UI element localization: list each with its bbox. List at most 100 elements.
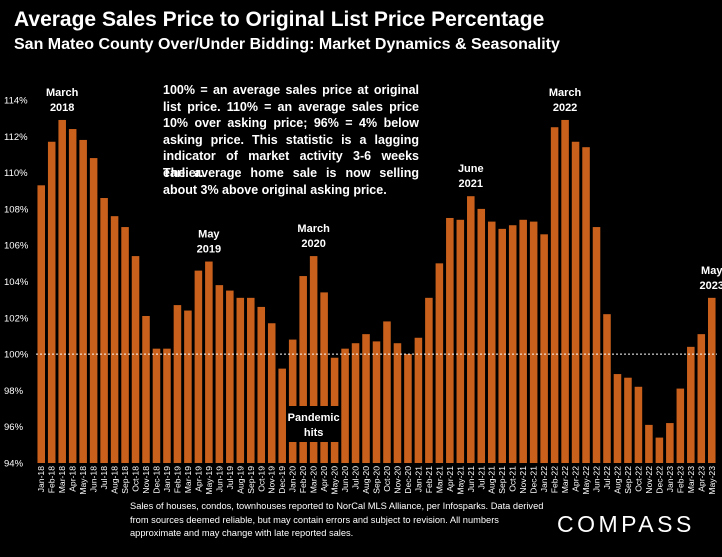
source-footnote: Sales of houses, condos, townhouses repo… — [130, 501, 544, 538]
bar — [362, 334, 370, 463]
bar — [655, 437, 664, 463]
peak-annotation: March 2020 — [297, 223, 330, 250]
x-tick-label: Jan-18 — [36, 466, 46, 492]
x-tick-label: Mar-22 — [560, 466, 570, 493]
chart-subtitle: San Mateo County Over/Under Bidding: Mar… — [14, 36, 560, 53]
x-tick-label: Dec-18 — [151, 466, 161, 494]
x-tick-label: May-23 — [707, 466, 717, 495]
y-tick-label: 98% — [4, 386, 24, 397]
bar — [267, 323, 276, 463]
bar — [687, 346, 695, 463]
x-tick-label: Apr-18 — [68, 466, 78, 492]
x-tick-label: Feb-18 — [47, 466, 57, 493]
x-tick-label: Apr-19 — [193, 466, 203, 492]
y-tick-label: 110% — [4, 168, 28, 179]
y-tick-label: 106% — [4, 241, 29, 252]
x-tick-label: Nov-20 — [392, 466, 402, 494]
y-tick-label: 104% — [4, 277, 29, 288]
x-tick-label: Mar-21 — [434, 466, 444, 493]
bar — [184, 310, 192, 463]
bar — [414, 337, 423, 463]
bar — [152, 348, 161, 463]
x-tick-label: May-20 — [330, 466, 340, 495]
bar — [519, 219, 527, 463]
peak-annotation: June 2021 — [458, 163, 484, 190]
bar — [645, 424, 653, 463]
x-tick-label: May-18 — [78, 466, 88, 495]
bar — [477, 208, 486, 463]
x-tick-label: Aug-20 — [361, 466, 371, 494]
x-tick-label: Jan-23 — [665, 466, 675, 492]
x-tick-label: Apr-23 — [696, 466, 706, 492]
x-tick-label: Jun-18 — [89, 466, 99, 492]
bar — [404, 354, 412, 463]
x-tick-label: Oct-21 — [508, 466, 518, 492]
x-tick-label: Jul-22 — [602, 466, 612, 490]
bar — [341, 348, 349, 463]
bar — [37, 185, 46, 463]
bar — [351, 343, 360, 463]
peak-annotation: May 2019 — [197, 229, 221, 256]
bar — [58, 119, 66, 463]
bar — [624, 377, 632, 463]
bar — [278, 368, 286, 463]
bar — [467, 196, 475, 463]
bar — [529, 221, 538, 463]
y-tick-label: 102% — [4, 313, 29, 324]
x-tick-label: Mar-20 — [309, 466, 319, 493]
bar — [236, 297, 245, 463]
bar — [257, 306, 266, 463]
y-tick-label: 114% — [4, 96, 28, 107]
peak-annotation: March 2022 — [549, 87, 582, 114]
bar — [215, 285, 224, 463]
x-tick-label: Sep-18 — [120, 466, 130, 494]
bar — [561, 119, 569, 463]
bar — [110, 216, 119, 463]
x-tick-label: Aug-22 — [612, 466, 622, 494]
bar — [226, 290, 234, 463]
chart-title: Average Sales Price to Original List Pri… — [14, 8, 545, 31]
x-tick-label: Sep-22 — [623, 466, 633, 494]
y-tick-label: 108% — [4, 204, 29, 215]
bar — [571, 141, 580, 463]
bar — [299, 276, 307, 463]
bar — [100, 198, 108, 463]
x-tick-label: May-21 — [455, 466, 465, 495]
x-tick-label: Dec-19 — [277, 466, 287, 494]
bar — [540, 234, 548, 463]
bar — [288, 339, 297, 463]
bar — [613, 374, 622, 463]
x-tick-label: Nov-22 — [644, 466, 654, 494]
bar — [383, 321, 391, 463]
y-tick-label: 100% — [4, 350, 29, 361]
bar — [550, 127, 559, 463]
x-tick-label: Nov-21 — [518, 466, 528, 494]
x-tick-label: May-19 — [204, 466, 214, 495]
bar — [320, 292, 328, 463]
pandemic-callout-box — [286, 406, 341, 442]
bar — [309, 256, 318, 463]
x-tick-label: Oct-20 — [382, 466, 392, 492]
bar — [68, 129, 77, 464]
bar — [498, 228, 506, 463]
y-tick-label: 94% — [4, 459, 24, 470]
x-tick-label: Dec-21 — [529, 466, 539, 494]
x-tick-label: Jan-19 — [162, 466, 172, 492]
x-tick-label: Jun-20 — [340, 466, 350, 492]
x-tick-label: Apr-22 — [571, 466, 581, 492]
x-tick-label: Feb-22 — [550, 466, 560, 493]
bar — [592, 227, 601, 463]
x-tick-label: Jan-21 — [413, 466, 423, 492]
peak-annotation: March 2018 — [46, 87, 79, 114]
x-tick-label: Sep-19 — [246, 466, 256, 494]
bar — [247, 297, 255, 463]
x-tick-label: Aug-18 — [110, 466, 120, 494]
x-tick-label: Mar-23 — [686, 466, 696, 493]
x-tick-label: Mar-19 — [183, 466, 193, 493]
x-tick-label: Jun-21 — [466, 466, 476, 492]
x-tick-label: Apr-21 — [445, 466, 455, 492]
x-tick-label: Jul-19 — [225, 466, 235, 490]
bar — [121, 227, 129, 463]
x-tick-label: Oct-19 — [256, 466, 266, 492]
